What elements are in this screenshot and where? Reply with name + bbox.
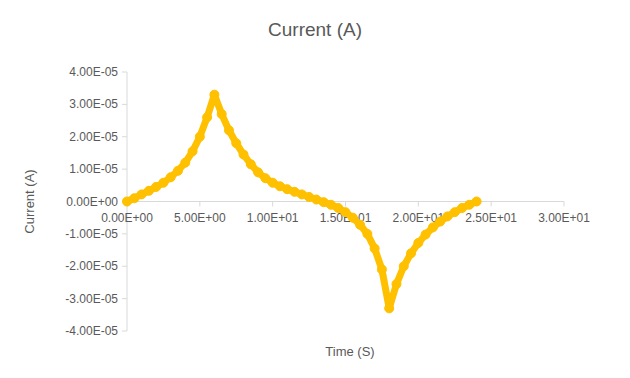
y-tick-label: 3.00E-05 [69, 97, 118, 111]
point [181, 158, 190, 167]
point [472, 197, 481, 206]
y-tick [122, 266, 127, 267]
point [392, 280, 401, 289]
series-line [127, 95, 477, 309]
y-tick [122, 298, 127, 299]
y-tick [122, 233, 127, 234]
background [0, 0, 630, 378]
point [239, 150, 248, 159]
x-tick [272, 202, 273, 207]
title: Current (A) [268, 19, 362, 40]
y-tick-label: 1.00E-05 [69, 162, 118, 176]
x-tick [199, 202, 200, 207]
x-tick-label: 0.00E+00 [101, 211, 153, 225]
x-tick-label: 2.50E+01 [465, 211, 517, 225]
x-tick-label: 3.00E+01 [538, 211, 590, 225]
point [363, 229, 372, 238]
y-tick-label: -3.00E-05 [65, 292, 118, 306]
y-tick-label: 4.00E-05 [69, 65, 118, 79]
point [166, 173, 175, 182]
x-axis-title: Time (S) [325, 344, 374, 359]
y-axis-title: Current (A) [22, 169, 37, 233]
point [407, 249, 416, 258]
point [370, 244, 379, 253]
point [377, 265, 386, 274]
y-tick-label: 2.00E-05 [69, 130, 118, 144]
plot-area [123, 90, 482, 313]
y-tick [122, 136, 127, 137]
x-tick-label: 5.00E+00 [174, 211, 226, 225]
x-tick [345, 202, 346, 207]
point [356, 220, 365, 229]
point [188, 147, 197, 156]
point [399, 262, 408, 271]
point [217, 110, 226, 119]
point [210, 90, 219, 99]
y-tick-label: -4.00E-05 [65, 324, 118, 338]
point [385, 304, 394, 313]
point [421, 230, 430, 239]
x-tick [564, 202, 565, 207]
point [414, 238, 423, 247]
point [195, 132, 204, 141]
y-tick [122, 104, 127, 105]
x-tick [491, 202, 492, 207]
y-tick [122, 72, 127, 73]
y-tick [122, 169, 127, 170]
x-tick [418, 202, 419, 207]
y-tick-label: -2.00E-05 [65, 259, 118, 273]
chart: Current (A) 4.00E-05 3.00E-05 2.00E-05 1.00E… [0, 0, 630, 378]
point [232, 139, 241, 148]
y-tick-label: 0.00E+00 [66, 195, 118, 209]
y-tick-label: -1.00E-05 [65, 227, 118, 241]
point [203, 113, 212, 122]
y-tick [122, 331, 127, 332]
point [348, 213, 357, 222]
point [173, 166, 182, 175]
point [224, 126, 233, 135]
x-tick-label: 1.00E+01 [247, 211, 299, 225]
point [246, 160, 255, 169]
